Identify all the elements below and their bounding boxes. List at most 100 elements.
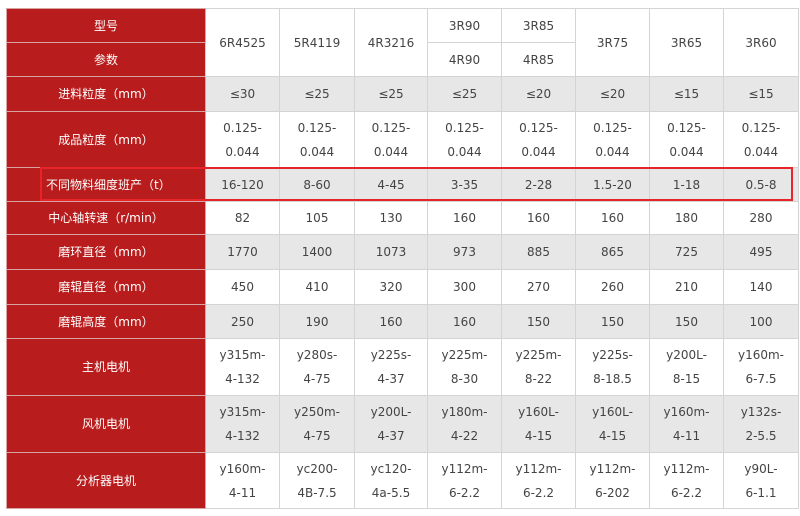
value-cell: ≤25 [279, 76, 355, 112]
value-cell: 140 [723, 269, 799, 305]
row-label: 成品粒度（mm） [6, 111, 206, 168]
value-cell: 2-28 [501, 167, 576, 202]
value-cell: 82 [205, 201, 280, 235]
value-cell: 973 [427, 234, 502, 270]
value-cell: 150 [501, 304, 576, 339]
value-cell: y225m- 8-22 [501, 338, 576, 396]
value-cell: 1770 [205, 234, 280, 270]
value-cell: 0.125- 0.044 [501, 111, 576, 168]
table-row: 磨辊直径（mm） 450 410 320 300 270 260 210 140 [6, 269, 799, 305]
value-cell: ≤15 [723, 76, 799, 112]
value-cell: 1.5-20 [575, 167, 650, 202]
value-cell: y225s- 4-37 [354, 338, 428, 396]
model-cell: 3R60 [723, 8, 799, 77]
table-row: 进料粒度（mm） ≤30 ≤25 ≤25 ≤25 ≤20 ≤20 ≤15 ≤15 [6, 76, 799, 112]
value-cell: 885 [501, 234, 576, 270]
value-cell: ≤15 [649, 76, 724, 112]
value-cell: y112m- 6-2.2 [649, 452, 724, 509]
value-cell: ≤20 [501, 76, 576, 112]
header-label-model: 型号 [6, 8, 206, 43]
table-row: 分析器电机 y160m- 4-11 yc200- 4B-7.5 yc120- 4a-5… [6, 452, 799, 509]
value-cell: 300 [427, 269, 502, 305]
model-cell: 6R4525 [205, 8, 280, 77]
value-cell: 0.125- 0.044 [649, 111, 724, 168]
value-cell: 0.125- 0.044 [279, 111, 355, 168]
value-cell: 1-18 [649, 167, 724, 202]
value-cell: 0.125- 0.044 [427, 111, 502, 168]
value-cell: 250 [205, 304, 280, 339]
model-cell: 4R3216 [354, 8, 428, 77]
value-cell: ≤25 [427, 76, 502, 112]
table-row: 主机电机 y315m- 4-132 y280s- 4-75 y225s- 4-37 y2… [6, 338, 799, 396]
value-cell: 0.5-8 [723, 167, 799, 202]
table-row: 成品粒度（mm） 0.125- 0.044 0.125- 0.044 0.125- 0… [6, 111, 799, 168]
value-cell: y160L- 4-15 [501, 395, 576, 453]
row-label: 磨辊高度（mm） [6, 304, 206, 339]
value-cell: 160 [501, 201, 576, 235]
model-cell: 3R65 [649, 8, 724, 77]
value-cell: y280s- 4-75 [279, 338, 355, 396]
value-cell: y225s- 8-18.5 [575, 338, 650, 396]
value-cell: ≤20 [575, 76, 650, 112]
row-label: 不同物料细度班产（t） [6, 167, 206, 202]
value-cell: 190 [279, 304, 355, 339]
value-cell: y90L- 6-1.1 [723, 452, 799, 509]
value-cell: 495 [723, 234, 799, 270]
row-label: 中心轴转速（r/min） [6, 201, 206, 235]
value-cell: y200L- 4-37 [354, 395, 428, 453]
model-cell: 3R75 [575, 8, 650, 77]
value-cell: 105 [279, 201, 355, 235]
value-cell: 100 [723, 304, 799, 339]
row-label: 主机电机 [6, 338, 206, 396]
value-cell: 260 [575, 269, 650, 305]
value-cell: yc200- 4B-7.5 [279, 452, 355, 509]
value-cell: 8-60 [279, 167, 355, 202]
value-cell: y180m- 4-22 [427, 395, 502, 453]
row-label-text: 不同物料细度班产（t） [41, 168, 205, 201]
value-cell: 410 [279, 269, 355, 305]
header-label-param: 参数 [6, 42, 206, 77]
value-cell: y112m- 6-202 [575, 452, 650, 509]
value-cell: y112m- 6-2.2 [427, 452, 502, 509]
value-cell: 865 [575, 234, 650, 270]
value-cell: 280 [723, 201, 799, 235]
value-cell: 1400 [279, 234, 355, 270]
value-cell: 160 [427, 304, 502, 339]
row-label: 分析器电机 [6, 452, 206, 509]
value-cell: y160m- 4-11 [649, 395, 724, 453]
value-cell: yc120- 4a-5.5 [354, 452, 428, 509]
table-row: 不同物料细度班产（t） 16-120 8-60 4-45 3-35 2-28 1.5-20 1… [6, 167, 799, 202]
value-cell: 160 [354, 304, 428, 339]
header-row-param: 参数 4R90 4R85 [6, 42, 799, 77]
value-cell: y250m- 4-75 [279, 395, 355, 453]
value-cell: 160 [427, 201, 502, 235]
value-cell: 270 [501, 269, 576, 305]
model-cell: 3R85 [501, 8, 576, 43]
model-cell-alt: 4R85 [501, 42, 576, 77]
value-cell: y315m- 4-132 [205, 395, 280, 453]
value-cell: 0.125- 0.044 [575, 111, 650, 168]
table-row: 风机电机 y315m- 4-132 y250m- 4-75 y200L- 4-37 y1… [6, 395, 799, 453]
table-row: 磨辊高度（mm） 250 190 160 160 150 150 150 100 [6, 304, 799, 339]
value-cell: y200L- 8-15 [649, 338, 724, 396]
value-cell: y160m- 4-11 [205, 452, 280, 509]
table-row: 中心轴转速（r/min） 82 105 130 160 160 160 180 280 [6, 201, 799, 235]
row-label: 磨辊直径（mm） [6, 269, 206, 305]
spec-table-wrapper: 型号 6R4525 5R4119 4R3216 3R90 3R85 3R75 3R65 3R60… [6, 8, 799, 509]
row-label: 磨环直径（mm） [6, 234, 206, 270]
spec-table: 型号 6R4525 5R4119 4R3216 3R90 3R85 3R75 3R65 3R60… [6, 8, 799, 509]
value-cell: y160L- 4-15 [575, 395, 650, 453]
value-cell: 130 [354, 201, 428, 235]
value-cell: 450 [205, 269, 280, 305]
value-cell: 4-45 [354, 167, 428, 202]
value-cell: 150 [649, 304, 724, 339]
table-row: 磨环直径（mm） 1770 1400 1073 973 885 865 725 495 [6, 234, 799, 270]
value-cell: 1073 [354, 234, 428, 270]
value-cell: y112m- 6-2.2 [501, 452, 576, 509]
value-cell: y160m- 6-7.5 [723, 338, 799, 396]
value-cell: 0.125- 0.044 [205, 111, 280, 168]
header-row-model: 型号 6R4525 5R4119 4R3216 3R90 3R85 3R75 3R65 3R60 [6, 8, 799, 77]
value-cell: 180 [649, 201, 724, 235]
value-cell: y315m- 4-132 [205, 338, 280, 396]
model-cell: 5R4119 [279, 8, 355, 77]
